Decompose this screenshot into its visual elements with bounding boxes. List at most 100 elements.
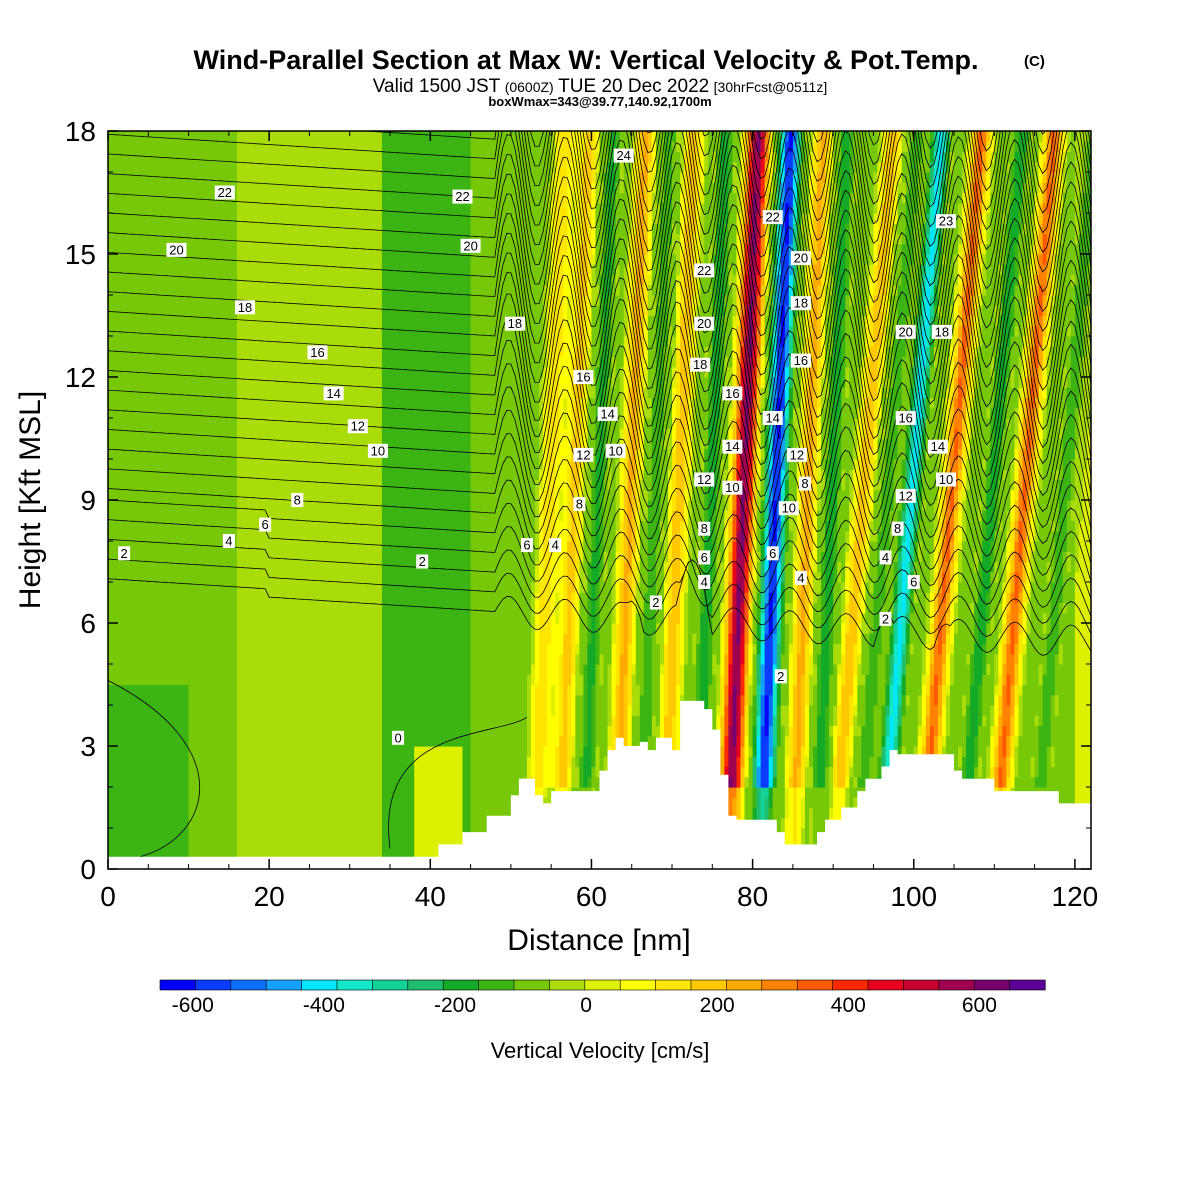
w-cell: [232, 397, 238, 409]
w-cell: [188, 131, 194, 142]
w-cell: [281, 284, 286, 296]
w-cell: [228, 233, 234, 245]
w-cell: [120, 674, 125, 686]
w-cell: [381, 766, 387, 778]
w-cell: [176, 828, 182, 839]
w-cell: [377, 530, 383, 542]
w-cell: [192, 530, 198, 542]
w-cell: [212, 684, 218, 696]
w-cell: [277, 776, 282, 788]
w-cell: [305, 264, 311, 276]
w-cell: [120, 756, 125, 768]
w-cell: [333, 295, 339, 306]
w-cell: [120, 233, 125, 245]
w-cell: [156, 202, 161, 214]
w-cell: [285, 776, 290, 788]
w-cell: [224, 500, 230, 511]
w-cell: [188, 254, 194, 265]
w-cell: [261, 377, 266, 388]
w-cell: [128, 151, 133, 163]
w-cell: [269, 674, 274, 686]
w-cell: [172, 694, 178, 706]
w-cell: [381, 243, 387, 255]
w-cell: [269, 377, 274, 388]
w-cell: [140, 459, 145, 470]
w-cell: [160, 418, 165, 429]
w-cell: [208, 469, 214, 481]
w-cell: [160, 510, 165, 522]
w-cell: [293, 141, 298, 153]
w-cell: [301, 664, 307, 675]
w-cell: [120, 325, 125, 337]
w-cell: [180, 725, 186, 737]
w-cell: [261, 705, 266, 716]
w-cell: [124, 315, 129, 327]
w-cell: [297, 233, 302, 245]
w-cell: [317, 131, 323, 142]
w-cell: [261, 366, 266, 378]
w-cell: [220, 295, 226, 306]
w-cell: [184, 541, 190, 552]
w-cell: [172, 407, 178, 419]
w-cell: [329, 264, 335, 276]
w-cell: [325, 284, 331, 296]
w-cell: [309, 735, 315, 747]
w-cell: [301, 223, 307, 235]
w-cell: [212, 828, 218, 839]
w-cell: [240, 602, 246, 614]
w-cell: [297, 161, 302, 173]
w-cell: [285, 510, 290, 522]
w-cell: [136, 684, 141, 696]
w-cell: [220, 664, 226, 675]
w-cell: [281, 479, 286, 491]
w-cell: [305, 479, 311, 491]
w-cell: [236, 674, 242, 686]
w-cell: [200, 346, 206, 358]
w-cell: [108, 202, 113, 214]
w-cell: [321, 141, 327, 153]
w-cell: [112, 397, 117, 409]
w-cell: [116, 561, 121, 573]
w-cell: [112, 684, 117, 696]
w-cell: [253, 254, 258, 265]
w-cell: [285, 664, 290, 675]
w-cell: [333, 838, 339, 850]
w-cell: [373, 653, 379, 665]
w-cell: [188, 192, 194, 204]
w-cell: [333, 243, 339, 255]
w-cell: [277, 510, 282, 522]
w-cell: [369, 787, 375, 798]
w-cell: [345, 151, 351, 163]
w-cell: [273, 346, 278, 358]
w-cell: [289, 705, 294, 716]
w-cell: [140, 828, 145, 839]
w-cell: [301, 571, 307, 583]
w-cell: [204, 407, 210, 419]
w-cell: [305, 664, 311, 675]
w-cell: [192, 776, 198, 788]
w-cell: [341, 325, 347, 337]
w-cell: [353, 254, 359, 265]
w-cell: [132, 653, 137, 665]
w-cell: [112, 182, 117, 194]
w-cell: [249, 510, 254, 522]
w-cell: [281, 530, 286, 542]
w-cell: [112, 705, 117, 716]
w-cell: [353, 213, 359, 224]
w-cell: [285, 366, 290, 378]
w-cell: [341, 346, 347, 358]
w-cell: [373, 735, 379, 747]
w-cell: [244, 592, 250, 604]
w-cell: [325, 325, 331, 337]
w-cell: [361, 520, 367, 532]
w-cell: [297, 715, 302, 727]
w-cell: [349, 407, 355, 419]
w-cell: [228, 725, 234, 737]
w-cell: [357, 151, 363, 163]
w-cell: [152, 377, 157, 388]
w-cell: [317, 336, 323, 347]
w-cell: [317, 510, 323, 522]
w-cell: [144, 202, 149, 214]
w-cell: [313, 192, 319, 204]
w-cell: [349, 766, 355, 778]
